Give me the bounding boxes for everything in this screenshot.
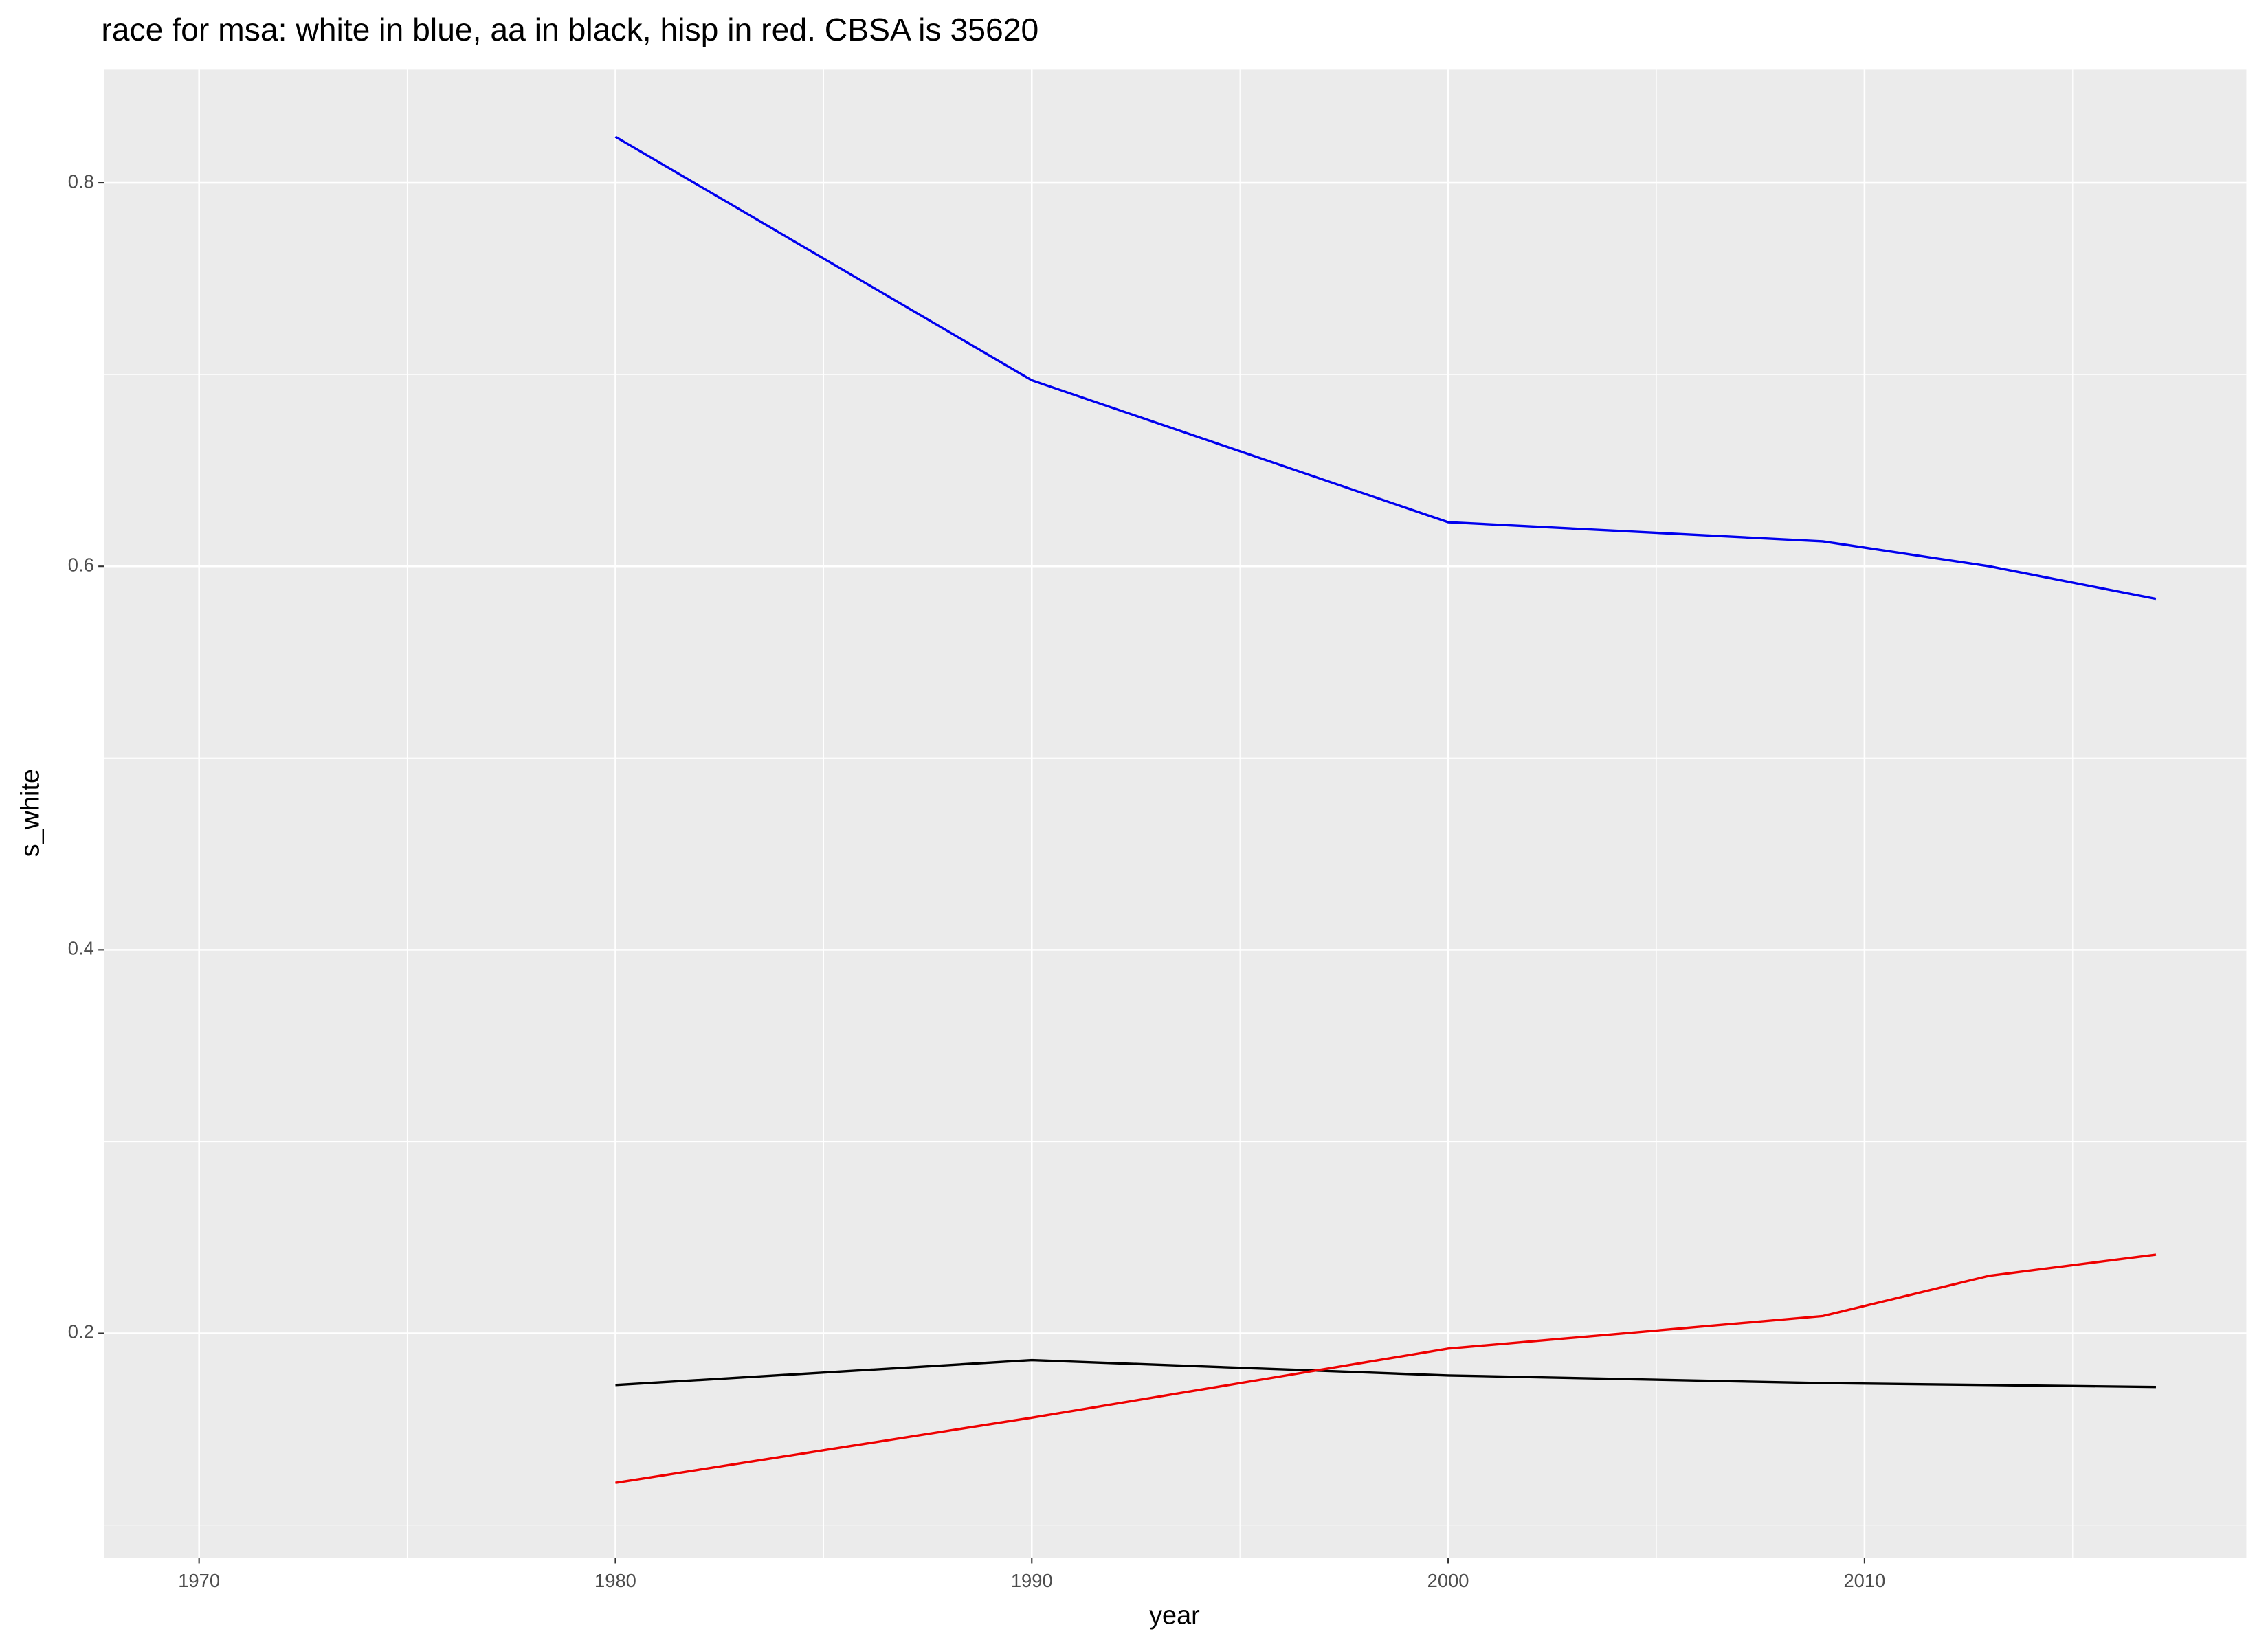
chart-title: race for msa: white in blue, aa in black… bbox=[101, 12, 1038, 47]
y-tick-label: 0.2 bbox=[68, 1321, 94, 1343]
x-tick-label: 1970 bbox=[178, 1570, 220, 1591]
x-tick-label: 2000 bbox=[1427, 1570, 1469, 1591]
x-tick-label: 2010 bbox=[1843, 1570, 1885, 1591]
grid bbox=[104, 69, 2247, 1558]
y-axis-label: s_white bbox=[16, 769, 45, 857]
y-tick-label: 0.6 bbox=[68, 554, 94, 575]
panel bbox=[104, 69, 2247, 1558]
x-tick-label: 1980 bbox=[594, 1570, 636, 1591]
series-line bbox=[615, 1253, 2157, 1484]
x-axis-label: year bbox=[1149, 1601, 1200, 1630]
x-tick-label: 1990 bbox=[1011, 1570, 1053, 1591]
lines bbox=[614, 135, 2157, 1484]
series-line bbox=[615, 1358, 2156, 1389]
y-tick-label: 0.8 bbox=[68, 170, 94, 192]
y-tick-label: 0.4 bbox=[68, 938, 94, 959]
series-line bbox=[614, 135, 2157, 601]
